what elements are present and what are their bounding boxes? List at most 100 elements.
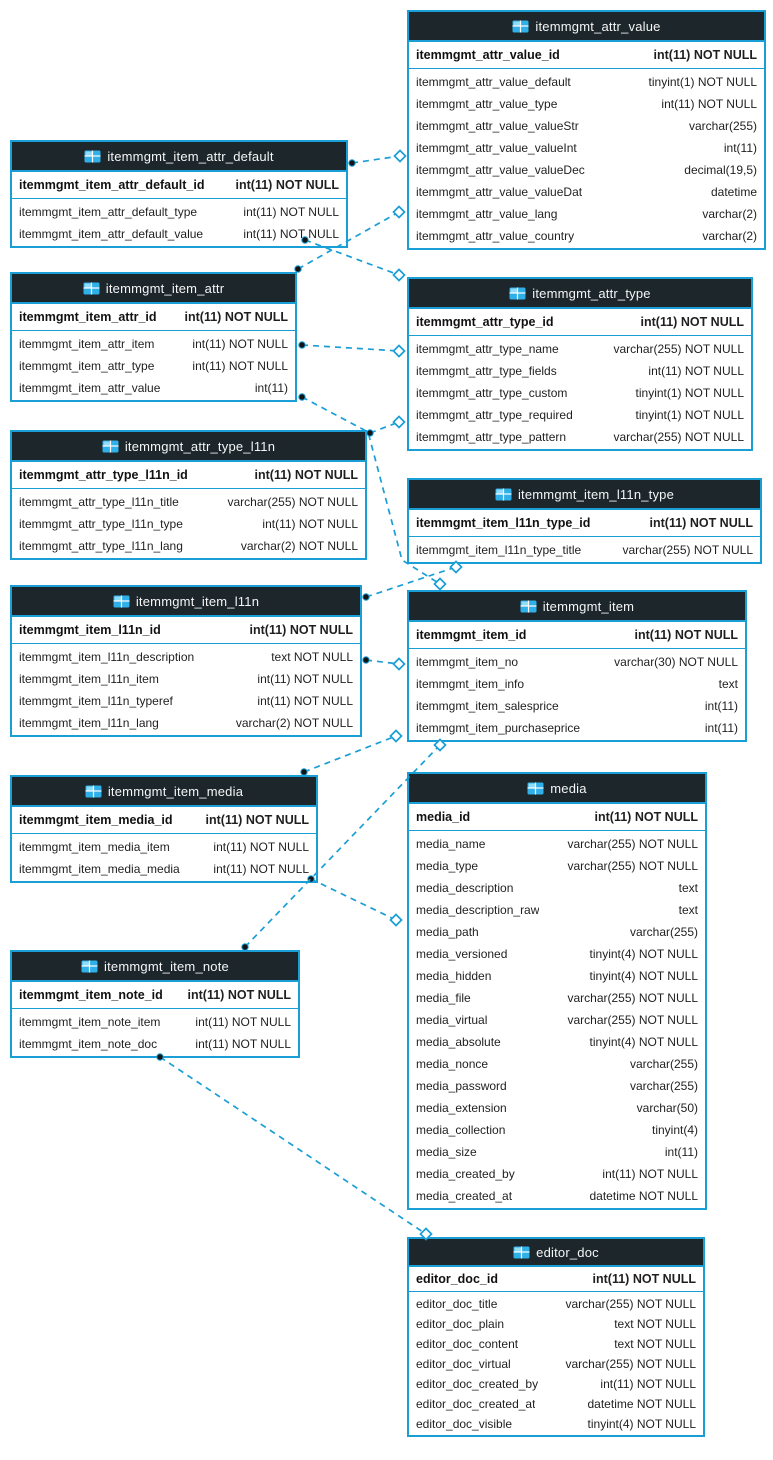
table-itemmgmt_item_media[interactable]: itemmgmt_item_media itemmgmt_item_media_i… [10,775,318,883]
field-row: media_absolute tinyint(4) NOT NULL [409,1031,705,1053]
table-header[interactable]: itemmgmt_item [409,592,745,622]
column-type: varchar(255) NOT NULL [567,837,699,851]
table-title: itemmgmt_item_attr [105,280,225,296]
column-type: text [678,903,698,917]
table-header[interactable]: itemmgmt_item_l11n [12,587,360,617]
pk-column-name: editor_doc_id [416,1272,498,1286]
field-rows: itemmgmt_attr_type_name varchar(255) NOT … [409,336,751,449]
pk-column-name: itemmgmt_attr_type_id [416,315,554,329]
pk-column-type: int(11) NOT NULL [640,315,744,329]
column-type: int(11) NOT NULL [262,517,358,531]
pk-row: itemmgmt_item_l11n_id int(11) NOT NULL [12,617,360,644]
pk-column-name: itemmgmt_item_id [416,628,527,642]
connector-diamond [392,205,406,219]
table-header[interactable]: media [409,774,705,804]
pk-column-type: int(11) NOT NULL [187,988,291,1002]
column-type: varchar(255) NOT NULL [622,543,754,557]
pk-column-type: int(11) NOT NULL [594,810,698,824]
table-header[interactable]: itemmgmt_attr_value [409,12,764,42]
table-itemmgmt_item_note[interactable]: itemmgmt_item_note itemmgmt_item_note_id i… [10,950,300,1058]
field-row: itemmgmt_attr_value_country varchar(2) [409,225,764,247]
column-type: varchar(30) NOT NULL [614,655,738,669]
field-rows: itemmgmt_item_l11n_type_title varchar(255… [409,537,760,562]
column-name: itemmgmt_attr_type_l11n_type [19,517,183,531]
field-row: itemmgmt_item_note_doc int(11) NOT NULL [12,1033,298,1055]
field-row: itemmgmt_item_note_item int(11) NOT NULL [12,1011,298,1033]
column-name: itemmgmt_attr_value_valueDat [416,185,583,199]
column-name: media_description [416,881,514,895]
column-type: text NOT NULL [614,1317,696,1331]
column-name: itemmgmt_item_l11n_lang [19,716,159,730]
column-name: media_password [416,1079,507,1093]
table-header[interactable]: itemmgmt_item_attr_default [12,142,346,172]
field-row: itemmgmt_attr_value_valueStr varchar(255) [409,115,764,137]
table-title: itemmgmt_attr_type [532,285,651,301]
field-rows: itemmgmt_attr_value_default tinyint(1) NO… [409,69,764,248]
table-itemmgmt_item_l11n_type[interactable]: itemmgmt_item_l11n_type itemmgmt_item_l11… [407,478,762,564]
table-itemmgmt_attr_type_l11n[interactable]: itemmgmt_attr_type_l11n itemmgmt_attr_typ… [10,430,367,560]
field-row: itemmgmt_attr_type_pattern varchar(255) N… [409,426,751,448]
table-icon [513,1246,530,1259]
connector-line [369,421,400,434]
table-itemmgmt_item_attr[interactable]: itemmgmt_item_attr itemmgmt_item_attr_id i… [10,272,297,402]
column-name: media_description_raw [416,903,540,917]
column-name: itemmgmt_attr_type_custom [416,386,568,400]
field-row: media_created_at datetime NOT NULL [409,1185,705,1207]
table-title: media [550,780,587,796]
column-type: int(11) NOT NULL [213,862,309,876]
table-itemmgmt_attr_value[interactable]: itemmgmt_attr_value itemmgmt_attr_value_i… [407,10,766,250]
table-icon [509,287,526,300]
field-row: media_file varchar(255) NOT NULL [409,987,705,1009]
column-name: itemmgmt_item_media_item [19,840,170,854]
table-itemmgmt_item_attr_default[interactable]: itemmgmt_item_attr_default itemmgmt_item_… [10,140,348,248]
table-itemmgmt_item_l11n[interactable]: itemmgmt_item_l11n itemmgmt_item_l11n_id i… [10,585,362,737]
pk-column-type: int(11) NOT NULL [205,813,309,827]
column-type: varchar(2) NOT NULL [235,716,353,730]
connector-dot [298,393,306,401]
field-row: itemmgmt_attr_value_lang varchar(2) [409,203,764,225]
column-name: media_absolute [416,1035,501,1049]
table-itemmgmt_attr_type[interactable]: itemmgmt_attr_type itemmgmt_attr_type_id i… [407,277,753,451]
column-type: text [718,677,738,691]
connector-line [351,155,401,164]
column-name: itemmgmt_item_purchaseprice [416,721,581,735]
column-type: varchar(255) [629,1057,698,1071]
connector-item_note-to-editor_doc [156,1053,433,1241]
field-row: media_virtual varchar(255) NOT NULL [409,1009,705,1031]
field-rows: itemmgmt_item_l11n_description text NOT N… [12,644,360,735]
field-row: itemmgmt_item_attr_type int(11) NOT NULL [12,355,295,377]
table-header[interactable]: itemmgmt_item_attr [12,274,295,304]
column-type: int(11) NOT NULL [192,359,288,373]
column-name: itemmgmt_attr_type_fields [416,364,557,378]
column-type: varchar(255) NOT NULL [567,859,699,873]
field-row: media_type varchar(255) NOT NULL [409,855,705,877]
field-row: editor_doc_plain text NOT NULL [409,1314,703,1334]
table-media[interactable]: media media_id int(11) NOT NULL media_name v… [407,772,707,1210]
field-row: itemmgmt_item_attr_value int(11) [12,377,295,399]
table-header[interactable]: itemmgmt_attr_type [409,279,751,309]
table-icon [113,595,130,608]
table-editor_doc[interactable]: editor_doc editor_doc_id int(11) NOT NULL e… [407,1237,705,1437]
column-type: int(11) NOT NULL [243,227,339,241]
table-header[interactable]: itemmgmt_item_l11n_type [409,480,760,510]
pk-row: itemmgmt_item_attr_id int(11) NOT NULL [12,304,295,331]
field-rows: media_name varchar(255) NOT NULL media_typ… [409,831,705,1208]
table-header[interactable]: itemmgmt_attr_type_l11n [12,432,365,462]
pk-column-type: int(11) NOT NULL [249,623,353,637]
column-name: itemmgmt_attr_value_lang [416,207,558,221]
field-row: itemmgmt_item_no varchar(30) NOT NULL [409,651,745,673]
field-row: itemmgmt_item_media_media int(11) NOT NUL… [12,858,316,880]
table-header[interactable]: editor_doc [409,1239,703,1267]
field-row: media_description text [409,877,705,899]
table-icon [83,282,100,295]
connector-diamond [433,577,447,591]
field-rows: editor_doc_title varchar(255) NOT NULL edi… [409,1292,703,1435]
field-row: itemmgmt_item_info text [409,673,745,695]
column-type: varchar(2) [702,207,757,221]
table-itemmgmt_item[interactable]: itemmgmt_item itemmgmt_item_id int(11) NOT… [407,590,747,742]
column-name: itemmgmt_item_no [416,655,519,669]
pk-row: itemmgmt_attr_type_id int(11) NOT NULL [409,309,751,336]
column-name: itemmgmt_item_media_media [19,862,180,876]
table-header[interactable]: itemmgmt_item_media [12,777,316,807]
table-header[interactable]: itemmgmt_item_note [12,952,298,982]
